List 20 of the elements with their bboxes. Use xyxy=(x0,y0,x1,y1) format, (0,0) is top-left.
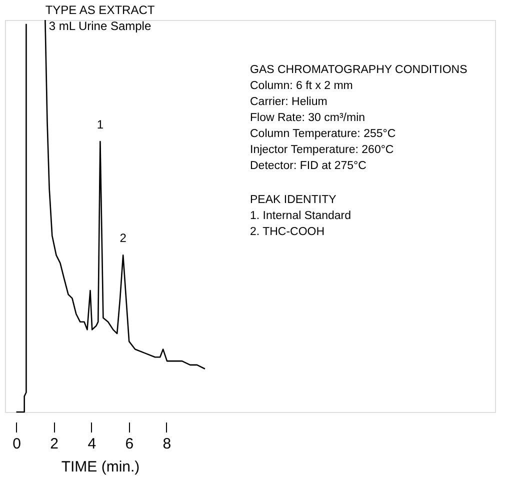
x-tick-label: 2 xyxy=(50,436,58,452)
annotation: 2. THC-COOH xyxy=(250,226,325,238)
annotation: Column Temperature: 255°C xyxy=(250,128,396,140)
annotation: Flow Rate: 30 cm³/min xyxy=(250,112,366,124)
annotation: PEAK IDENTITY xyxy=(250,194,337,206)
x-tick-label: 8 xyxy=(162,436,172,452)
annotation: GAS CHROMATOGRAPHY CONDITIONS xyxy=(250,64,468,76)
x-tick-label: 0 xyxy=(12,436,21,452)
annotation: Injector Temperature: 260°C xyxy=(250,144,394,156)
annotation: Column: 6 ft x 2 mm xyxy=(250,80,353,92)
annotation: Carrier: Helium xyxy=(250,96,328,108)
annotation: 1. Internal Standard xyxy=(250,210,352,222)
annotation: 1 xyxy=(96,118,104,132)
annotation: 2 xyxy=(120,231,127,246)
annotation: Detector: FID at 275°C xyxy=(250,160,366,172)
chart-title: TYPE AS EXTRACT xyxy=(45,3,156,17)
chart-subtitle: 3 mL Urine Sample xyxy=(48,19,152,33)
x-axis-title: TIME (min.) xyxy=(61,458,140,476)
x-tick-label: 4 xyxy=(88,436,96,452)
x-tick-label: 6 xyxy=(125,436,134,452)
